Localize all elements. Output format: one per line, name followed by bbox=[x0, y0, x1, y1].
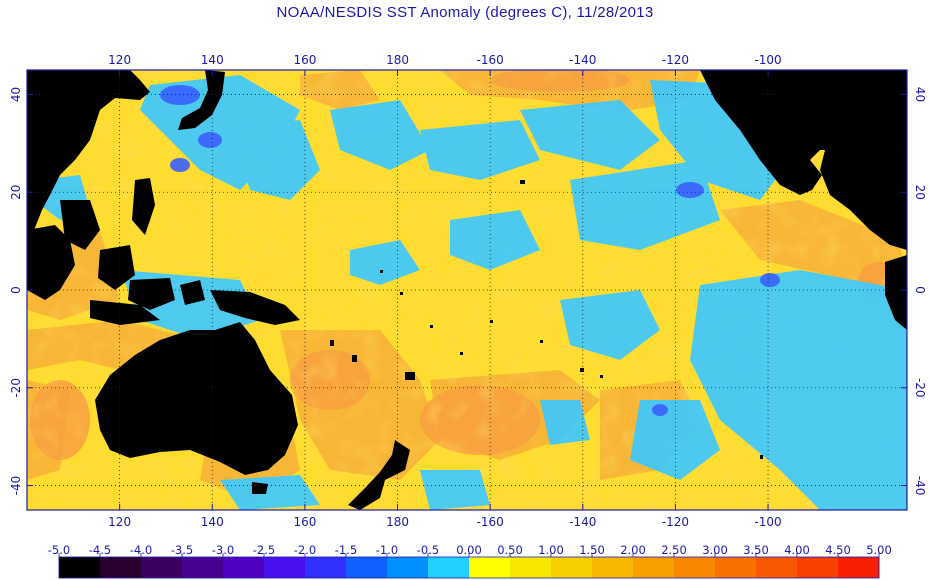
lat-tick-label-left: -40 bbox=[9, 476, 23, 496]
lon-tick-label-bottom: -160 bbox=[477, 515, 504, 529]
lat-tick-label-left: 20 bbox=[9, 185, 23, 200]
lat-tick-label-right: -40 bbox=[913, 476, 927, 496]
colorbar-label: 2.50 bbox=[661, 543, 687, 557]
lon-tick-label-top: 140 bbox=[201, 53, 224, 67]
lon-tick-label-top: -120 bbox=[662, 53, 689, 67]
colorbar-label: 5.00 bbox=[866, 543, 892, 557]
colorbar-swatch bbox=[674, 557, 716, 578]
colorbar-swatch bbox=[100, 557, 142, 578]
lon-tick-label-bottom: 160 bbox=[293, 515, 316, 529]
colorbar-swatch bbox=[756, 557, 798, 578]
colorbar-label: -2.5 bbox=[253, 543, 275, 557]
land-masses bbox=[27, 70, 907, 510]
colorbar-label: -1.5 bbox=[335, 543, 357, 557]
colorbar-label: -4.0 bbox=[130, 543, 152, 557]
colorbar-label: -0.5 bbox=[417, 543, 439, 557]
colorbar-swatch bbox=[551, 557, 593, 578]
colorbar-swatch bbox=[592, 557, 634, 578]
map-gridlines bbox=[27, 70, 907, 510]
colorbar-swatch bbox=[797, 557, 839, 578]
colorbar-label: 4.00 bbox=[784, 543, 810, 557]
lon-tick-label-bottom: 120 bbox=[108, 515, 131, 529]
colorbar-label: 0.00 bbox=[456, 543, 482, 557]
lon-tick-label-top: -140 bbox=[569, 53, 596, 67]
colorbar-swatch bbox=[633, 557, 675, 578]
lat-tick-label-right: -20 bbox=[913, 378, 927, 398]
colorbar-label: 3.50 bbox=[743, 543, 769, 557]
colorbar-label: -3.0 bbox=[212, 543, 234, 557]
colorbar-label: 1.00 bbox=[538, 543, 564, 557]
asia-landmass bbox=[27, 70, 150, 260]
colorbar-label: -5.0 bbox=[48, 543, 70, 557]
japan-islands bbox=[178, 70, 225, 130]
colorbar-swatch bbox=[223, 557, 265, 578]
colorbar: -5.0 -4.5 -4.0 -3.5 -3.0 -2.5 -2.0 -1.5 -1.0 -0.5… bbox=[48, 543, 892, 579]
new-guinea bbox=[210, 290, 300, 325]
lat-tick-label-left: -20 bbox=[9, 378, 23, 398]
colorbar-swatch bbox=[141, 557, 183, 578]
colorbar-swatch bbox=[510, 557, 552, 578]
lat-tick-label-left: 0 bbox=[9, 286, 23, 294]
colorbar-swatch bbox=[838, 557, 880, 578]
colorbar-swatch bbox=[469, 557, 511, 578]
lat-tick-label-right: 0 bbox=[913, 286, 927, 294]
australia bbox=[95, 322, 298, 475]
axis-ticks: 120 120 140 140 160 160 180 180 -160 -160 -140 -140… bbox=[9, 53, 927, 529]
colorbar-label: -1.0 bbox=[376, 543, 398, 557]
lat-tick-label-right: 40 bbox=[913, 87, 927, 102]
colorbar-label: 1.50 bbox=[579, 543, 605, 557]
colorbar-label: 2.00 bbox=[620, 543, 646, 557]
colorbar-label: -4.5 bbox=[89, 543, 111, 557]
colorbar-label: 0.50 bbox=[497, 543, 523, 557]
lon-tick-label-top: -100 bbox=[754, 53, 781, 67]
colorbar-swatch bbox=[305, 557, 347, 578]
lon-tick-label-bottom: -120 bbox=[662, 515, 689, 529]
colorbar-label: 4.50 bbox=[825, 543, 851, 557]
lon-tick-label-bottom: 140 bbox=[201, 515, 224, 529]
colorbar-swatch bbox=[182, 557, 224, 578]
lat-tick-label-left: 40 bbox=[9, 87, 23, 102]
lon-tick-label-bottom: 180 bbox=[386, 515, 409, 529]
map-title: NOAA/NESDIS SST Anomaly (degrees C), 11/… bbox=[276, 4, 654, 21]
lon-tick-label-top: 120 bbox=[108, 53, 131, 67]
north-america bbox=[700, 70, 907, 195]
colorbar-swatch bbox=[387, 557, 429, 578]
cool-anomaly-regions bbox=[40, 75, 907, 510]
lon-tick-label-bottom: -140 bbox=[569, 515, 596, 529]
colorbar-swatch bbox=[264, 557, 306, 578]
new-zealand bbox=[348, 440, 410, 510]
colorbar-label: 3.00 bbox=[702, 543, 728, 557]
pacific-islands bbox=[330, 180, 763, 459]
lon-tick-label-top: -160 bbox=[477, 53, 504, 67]
lat-tick-label-right: 20 bbox=[913, 185, 927, 200]
lon-tick-label-bottom: -100 bbox=[754, 515, 781, 529]
colorbar-label: -3.5 bbox=[171, 543, 193, 557]
colorbar-swatch bbox=[59, 557, 101, 578]
lon-tick-label-top: 160 bbox=[293, 53, 316, 67]
colorbar-label: -2.0 bbox=[294, 543, 316, 557]
colorbar-swatch bbox=[428, 557, 470, 578]
colorbar-swatch bbox=[346, 557, 388, 578]
colorbar-swatch bbox=[715, 557, 757, 578]
lon-tick-label-top: 180 bbox=[386, 53, 409, 67]
